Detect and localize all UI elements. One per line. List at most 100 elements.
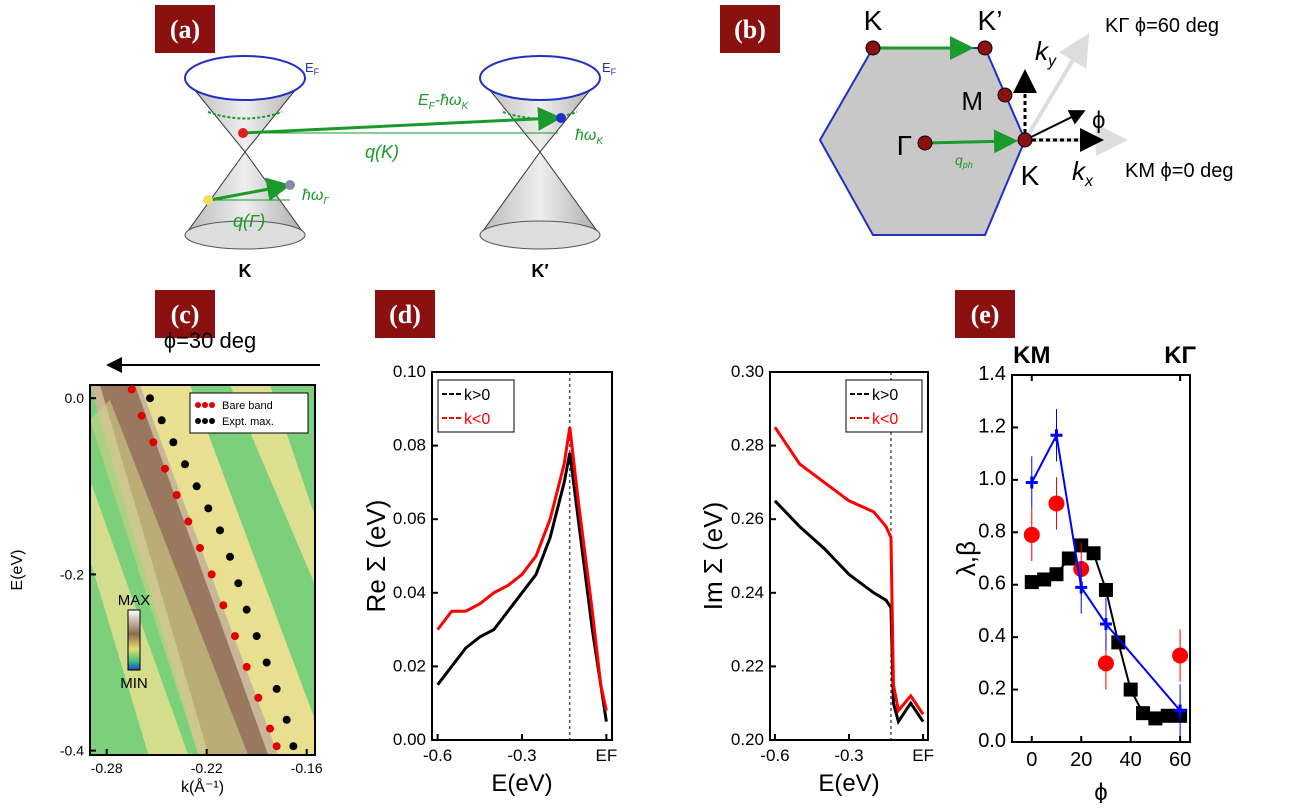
data-dot bbox=[161, 464, 169, 473]
series-line bbox=[436, 426, 608, 711]
panel-label: (c) bbox=[171, 300, 200, 329]
data-dot bbox=[254, 693, 263, 702]
x-tick-label: -0.6 bbox=[423, 746, 452, 765]
k-label: K bbox=[239, 261, 252, 281]
data-dot bbox=[272, 684, 281, 693]
y-tick-label: -0.2 bbox=[60, 566, 84, 582]
marker bbox=[1148, 711, 1163, 726]
dot bbox=[865, 40, 881, 56]
x-tick-label: 0 bbox=[1026, 749, 1037, 771]
legend-label: Expt. max. bbox=[222, 416, 274, 428]
colorbar-label: MAX bbox=[118, 592, 151, 609]
dot bbox=[203, 195, 213, 205]
legend-marker bbox=[209, 418, 215, 424]
kx-label: kx bbox=[1072, 156, 1094, 190]
heatmap bbox=[90, 385, 315, 755]
marker bbox=[1097, 655, 1114, 672]
marker bbox=[1136, 706, 1151, 721]
series-line bbox=[773, 499, 925, 726]
legend-marker bbox=[202, 402, 208, 408]
x-tick-label: -0.6 bbox=[760, 746, 789, 765]
marker bbox=[1160, 708, 1175, 723]
data-dot bbox=[207, 570, 216, 579]
x-tick-label: EF bbox=[912, 746, 934, 765]
km-label: KM ϕ=0 deg bbox=[1125, 160, 1234, 182]
legend-marker bbox=[195, 418, 201, 424]
m-label: M bbox=[961, 86, 983, 116]
x-tick-label: 60 bbox=[1169, 749, 1191, 771]
y-tick-label: 0.30 bbox=[731, 362, 764, 381]
legend-marker bbox=[202, 418, 208, 424]
k-label: K bbox=[1021, 160, 1040, 191]
y-tick-label: 0.04 bbox=[393, 583, 426, 602]
x-tick-label: -0.3 bbox=[834, 746, 863, 765]
legend-marker bbox=[209, 402, 215, 408]
y-tick-label: 0.20 bbox=[731, 730, 764, 749]
dot bbox=[917, 135, 933, 151]
y-tick-label: -0.4 bbox=[60, 743, 84, 759]
kp-label: K′ bbox=[531, 261, 548, 281]
panel-label-box bbox=[375, 290, 435, 338]
marker bbox=[1086, 546, 1101, 561]
marker bbox=[1172, 647, 1189, 664]
data-dot bbox=[289, 742, 298, 751]
x-axis-label: E(eV) bbox=[818, 770, 879, 797]
y-tick-label: 0.6 bbox=[978, 573, 1006, 595]
gamma-label: Γ bbox=[897, 130, 912, 161]
marker bbox=[1061, 551, 1076, 566]
y-tick-label: 0.0 bbox=[65, 390, 85, 406]
arrow bbox=[209, 177, 291, 202]
panel-label-box bbox=[955, 290, 1015, 338]
x-tick-label: -0.22 bbox=[191, 760, 223, 776]
data-dot bbox=[196, 543, 204, 552]
marker bbox=[1049, 567, 1064, 582]
x-tick-label: -0.3 bbox=[507, 746, 536, 765]
data-dot bbox=[242, 605, 251, 614]
data-dot bbox=[157, 416, 166, 425]
data-dot bbox=[282, 715, 291, 724]
marker bbox=[1023, 526, 1040, 543]
legend-box bbox=[189, 392, 309, 434]
y-tick-label: 0.0 bbox=[978, 730, 1006, 752]
y-tick-label: 0.26 bbox=[731, 509, 764, 528]
x-tick-label: 20 bbox=[1070, 749, 1092, 771]
marker bbox=[1025, 476, 1038, 489]
y-axis-label: λ,β bbox=[951, 541, 981, 576]
y-tick-label: 0.10 bbox=[393, 362, 426, 381]
data-dot bbox=[204, 504, 213, 513]
data-dot bbox=[231, 632, 239, 641]
x2-tick-label: KΓ bbox=[1164, 342, 1196, 369]
data-dot bbox=[127, 385, 136, 394]
plot-frame bbox=[89, 384, 316, 756]
hwk-label: ħωK bbox=[575, 127, 604, 147]
qg-label: q(Γ) bbox=[233, 211, 265, 231]
hwg-label: ħωΓ bbox=[302, 187, 330, 207]
x-axis-label: k(Å⁻¹) bbox=[181, 777, 224, 796]
panel-a: (a) EF EF EF-ħωK ħωK q(K) ħωΓ q(Γ) K K′ bbox=[155, 5, 617, 281]
marker bbox=[1050, 429, 1063, 442]
series-line bbox=[436, 452, 608, 722]
dot bbox=[556, 113, 566, 123]
annotation: ϕ=30 deg bbox=[164, 328, 256, 353]
arrow bbox=[1023, 33, 1090, 142]
panel-label-box bbox=[155, 5, 215, 53]
cone-k-prime bbox=[478, 55, 602, 250]
data-dot bbox=[252, 632, 261, 641]
y-tick-label: 0.24 bbox=[731, 583, 764, 602]
legend-box bbox=[437, 379, 515, 433]
marker bbox=[1037, 572, 1052, 587]
y-tick-label: 0.28 bbox=[731, 436, 764, 455]
y-tick-label: 0.02 bbox=[393, 656, 426, 675]
qk-label: q(K) bbox=[365, 142, 399, 162]
dot bbox=[977, 40, 993, 56]
data-dot bbox=[169, 438, 178, 447]
panel-label-box bbox=[155, 290, 215, 338]
y-tick-label: 0.2 bbox=[978, 678, 1006, 700]
data-dot bbox=[242, 662, 251, 671]
y-tick-label: 0.4 bbox=[978, 625, 1006, 647]
marker bbox=[1123, 682, 1138, 697]
y-tick-label: 1.0 bbox=[978, 468, 1006, 490]
data-dot bbox=[192, 482, 201, 491]
marker bbox=[1075, 581, 1088, 594]
